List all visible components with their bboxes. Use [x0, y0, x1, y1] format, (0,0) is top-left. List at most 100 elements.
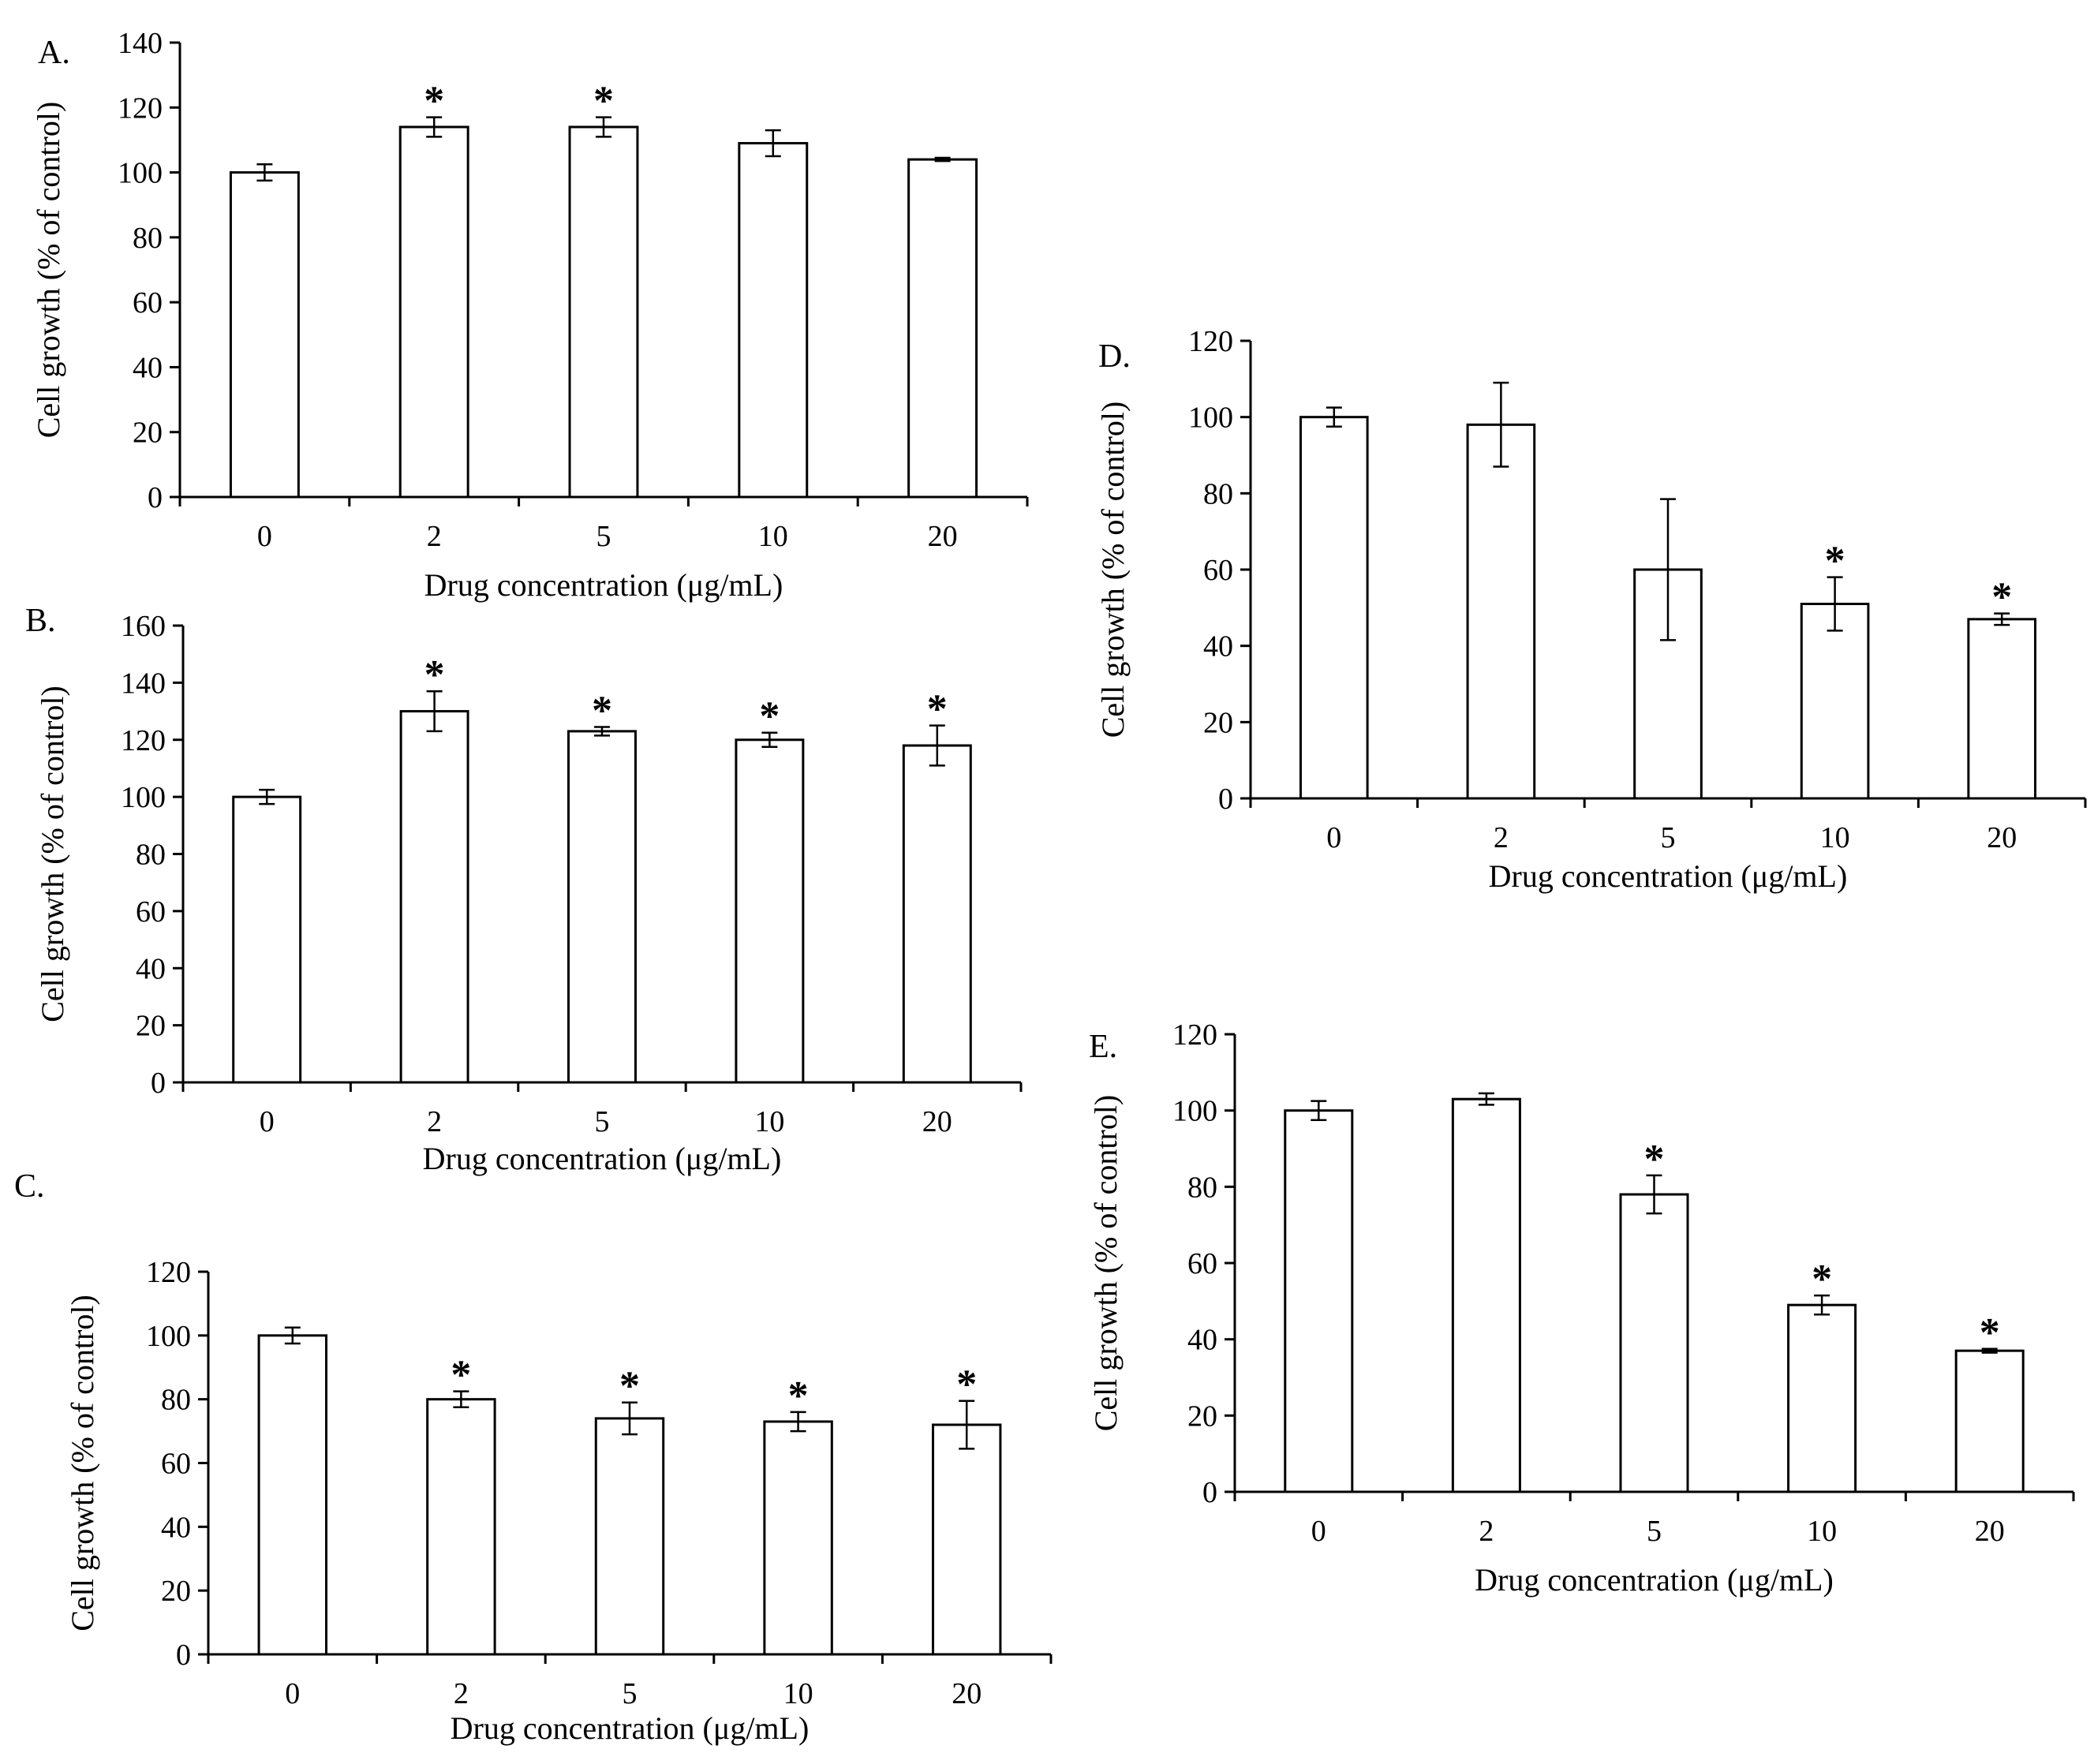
y-tick-label: 120 — [121, 724, 166, 757]
bar — [1800, 603, 1870, 800]
bar — [232, 795, 302, 1084]
bar — [931, 1423, 1002, 1656]
bar — [594, 1417, 665, 1656]
x-tick-label: 10 — [1807, 1515, 1837, 1548]
y-tick-label: 140 — [118, 27, 163, 60]
y-tick-label: 80 — [133, 222, 163, 255]
significance-marker: * — [619, 1364, 640, 1409]
x-tick-label: 2 — [454, 1677, 469, 1710]
bar — [738, 142, 809, 499]
y-tick-label: 100 — [146, 1320, 191, 1353]
y-tick-label: 80 — [1187, 1171, 1217, 1204]
significance-marker: * — [424, 79, 444, 124]
significance-marker: * — [592, 688, 612, 733]
x-tick-label: 10 — [758, 520, 788, 553]
significance-marker: * — [759, 694, 780, 739]
y-tick-label: 60 — [161, 1448, 191, 1481]
x-tick-label: 20 — [922, 1105, 952, 1138]
y-tick-label: 20 — [1203, 706, 1233, 739]
y-tick-label: 100 — [121, 781, 166, 814]
x-tick-label: 20 — [928, 520, 958, 553]
x-tick-label: 5 — [1661, 821, 1676, 854]
y-axis-title: Cell growth (% of control) — [65, 1295, 100, 1631]
y-tick-label: 140 — [121, 667, 166, 700]
y-tick-label: 40 — [1203, 630, 1233, 663]
x-tick-label: 0 — [260, 1105, 275, 1138]
y-tick-label: 80 — [1203, 477, 1233, 510]
y-axis-title: Cell growth (% of control) — [1095, 402, 1131, 738]
x-tick-label: 2 — [1479, 1515, 1494, 1548]
panel-letter: C. — [14, 1168, 45, 1205]
bar — [1466, 423, 1536, 800]
y-tick-label: 0 — [148, 481, 163, 514]
chart-panel-4: D. 0 20 40 60 80 100 120 0 2 5 * 10 * 20 Drug concentra… — [1095, 325, 2087, 894]
significance-marker: * — [593, 79, 614, 124]
bar — [1299, 416, 1369, 800]
x-tick-label: 0 — [285, 1677, 300, 1710]
y-tick-label: 0 — [176, 1639, 191, 1672]
x-tick-label: 20 — [952, 1677, 982, 1710]
y-tick-label: 40 — [133, 351, 163, 384]
y-tick-label: 0 — [1218, 783, 1233, 816]
y-tick-label: 120 — [146, 1256, 191, 1289]
bar — [907, 158, 978, 499]
bar — [735, 738, 805, 1084]
significance-marker: * — [1644, 1137, 1665, 1182]
y-tick-label: 100 — [118, 157, 163, 190]
y-tick-label: 60 — [136, 895, 166, 929]
panel-letter: A. — [38, 35, 70, 71]
chart-panel-1: A. 0 20 40 60 80 100 120 140 0 * 2 * 5 10 20 Drug concen… — [31, 27, 1029, 603]
y-tick-label: 120 — [1172, 1018, 1217, 1052]
significance-marker: * — [451, 1353, 471, 1398]
y-tick-label: 20 — [161, 1575, 191, 1608]
chart-panel-3: C. 0 20 40 60 80 100 120 0 * 2 * 5 * 10 * 20 Drug concent… — [14, 1168, 1053, 1746]
x-tick-label: 5 — [623, 1677, 638, 1710]
y-tick-label: 100 — [1172, 1095, 1217, 1128]
bar — [1284, 1109, 1354, 1493]
y-tick-label: 0 — [1202, 1476, 1217, 1509]
chart-panel-2: B. 0 20 40 60 80 100 120 140 160 0 * 2 * 5 * 10 * 20 Drug c… — [25, 603, 1023, 1176]
y-tick-label: 40 — [136, 952, 166, 985]
x-tick-label: 10 — [1820, 821, 1850, 854]
y-tick-label: 40 — [161, 1511, 191, 1544]
y-axis-title: Cell growth (% of control) — [1088, 1095, 1124, 1432]
bar — [398, 125, 469, 499]
y-tick-label: 80 — [161, 1384, 191, 1417]
bar — [229, 171, 300, 499]
significance-marker: * — [1812, 1257, 1832, 1302]
x-tick-label: 10 — [754, 1105, 784, 1138]
bar — [763, 1420, 833, 1656]
x-axis-title: Drug concentration (μg/mL) — [423, 1141, 782, 1176]
significance-marker: * — [1980, 1310, 2000, 1355]
bar — [902, 744, 972, 1084]
x-tick-label: 0 — [1311, 1515, 1326, 1548]
y-tick-label: 20 — [1187, 1400, 1217, 1433]
y-tick-label: 40 — [1187, 1324, 1217, 1357]
y-tick-label: 100 — [1188, 402, 1233, 435]
x-tick-label: 5 — [596, 520, 611, 553]
bar — [568, 125, 639, 499]
x-tick-label: 20 — [1975, 1515, 2005, 1548]
chart-panel-5: E. 0 20 40 60 80 100 120 0 2 * 5 * 10 * 20 Drug concentr… — [1088, 1018, 2075, 1598]
y-tick-label: 160 — [121, 610, 166, 643]
significance-marker: * — [424, 652, 445, 697]
y-axis-title: Cell growth (% of control) — [31, 102, 66, 439]
y-tick-label: 20 — [133, 417, 163, 450]
x-tick-label: 2 — [427, 520, 442, 553]
bar — [1967, 618, 2037, 800]
significance-marker: * — [1991, 575, 2012, 620]
y-tick-label: 20 — [136, 1010, 166, 1043]
x-tick-label: 2 — [1494, 821, 1509, 854]
x-axis-title: Drug concentration (μg/mL) — [424, 567, 783, 603]
bar — [567, 730, 637, 1084]
bar — [399, 710, 469, 1084]
x-tick-label: 2 — [427, 1105, 442, 1138]
y-tick-label: 120 — [1188, 325, 1233, 358]
y-tick-label: 80 — [136, 839, 166, 872]
significance-marker: * — [927, 687, 948, 732]
bar — [1787, 1303, 1857, 1493]
y-tick-label: 120 — [118, 92, 163, 125]
bar — [257, 1334, 328, 1656]
bar — [426, 1398, 496, 1656]
